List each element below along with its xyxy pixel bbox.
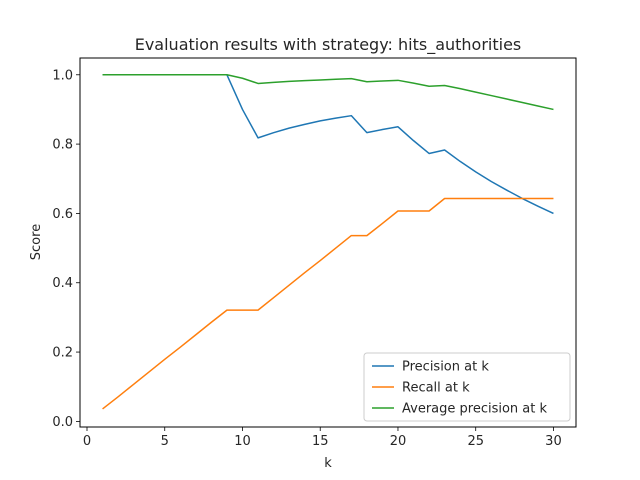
x-tick-label: 20 [390,434,407,449]
plot-frame [79,57,577,428]
y-tick-label: 1.0 [52,68,73,83]
legend-box [363,352,571,422]
legend-label: Precision at k [402,360,489,375]
y-tick-label: 0.2 [52,346,73,361]
x-axis-ticks: 0 5 10 15 20 25 30 [83,427,562,449]
legend-label: Recall at k [402,381,470,396]
x-tick-label: 10 [234,434,251,449]
x-tick-label: 5 [161,434,169,449]
x-tick-label: 25 [467,434,484,449]
series-lines [102,74,554,410]
x-tick-label: 0 [83,434,91,449]
series-line-1 [102,197,554,410]
x-tick-label: 15 [312,434,329,449]
y-tick-label: 0.6 [52,207,73,222]
x-tick-label: 30 [545,434,562,449]
y-tick-label: 0.8 [52,138,73,153]
y-tick-label: 0.0 [52,415,73,430]
chart-title: Evaluation results with strategy: hits_a… [135,35,522,55]
y-axis-ticks: 0.0 0.2 0.4 0.6 0.8 1.0 [52,68,80,430]
y-axis-label: Score [29,224,44,260]
legend-label: Average precision at k [402,402,547,417]
y-tick-label: 0.4 [52,276,73,291]
series-line-2 [102,74,554,111]
x-axis-label: k [324,456,332,471]
legend: Precision at k Recall at k Average precisi… [363,352,571,422]
